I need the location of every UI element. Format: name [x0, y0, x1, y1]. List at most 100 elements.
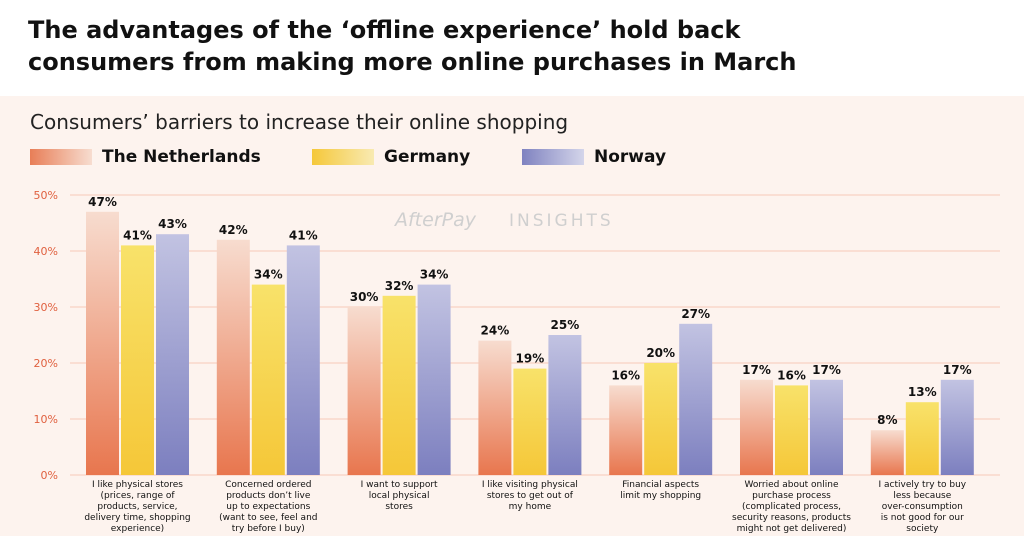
- bar-germany-3: [513, 368, 547, 475]
- bar-germany-6: [905, 402, 939, 475]
- category-label-line: Financial aspects: [622, 480, 699, 490]
- category-label-4: Financial aspects limit my shopping: [620, 480, 701, 501]
- bar-germany-1: [251, 284, 285, 475]
- category-label-line: stores: [385, 502, 413, 512]
- data-label-norway-5: 17%: [812, 363, 841, 377]
- bar-norway-5: [810, 379, 843, 475]
- category-label-line: less because: [893, 491, 951, 501]
- data-label-netherlands-2: 30%: [350, 290, 379, 304]
- legend-label-netherlands: The Netherlands: [102, 147, 261, 167]
- bar-netherlands-4: [609, 385, 643, 475]
- category-label-line: over-consumption: [882, 502, 963, 512]
- data-label-netherlands-0: 47%: [88, 195, 117, 209]
- data-label-germany-0: 41%: [123, 228, 152, 242]
- data-label-norway-3: 25%: [551, 318, 580, 332]
- category-label-line: products don’t live: [226, 491, 311, 501]
- bar-netherlands-5: [740, 379, 773, 475]
- category-label-line: Worried about online: [744, 480, 838, 490]
- chart-title: Consumers’ barriers to increase their on…: [30, 110, 569, 134]
- bar-germany-2: [382, 295, 416, 475]
- watermark-insights: INSIGHTS: [509, 211, 614, 231]
- data-label-germany-6: 13%: [908, 385, 937, 399]
- category-label-line: I like physical stores: [92, 480, 183, 490]
- legend-label-norway: Norway: [594, 147, 667, 167]
- category-label-line: security reasons, products: [732, 513, 851, 523]
- data-label-netherlands-4: 16%: [611, 368, 640, 382]
- bar-norway-1: [286, 245, 320, 475]
- bar-netherlands-0: [86, 211, 119, 476]
- legend-swatch-norway: [522, 149, 584, 165]
- category-label-0: I like physical stores (prices, range of p…: [84, 480, 190, 534]
- title-band: The advantages of the ‘offline experienc…: [0, 0, 1024, 96]
- category-label-line: (want to see, feel and: [219, 513, 317, 523]
- category-label-3: I like visiting physical stores to get ou…: [482, 480, 578, 512]
- data-label-norway-2: 34%: [420, 268, 449, 282]
- category-label-line: stores to get out of: [487, 491, 574, 501]
- labels-layer: 0% 10% 20% 30% 40% 50% 47% 42% 30% 24% 16% 17% 8% 41%…: [34, 189, 972, 534]
- category-label-line: experience): [111, 524, 164, 534]
- watermark-logo: AfterPay: [393, 209, 477, 231]
- category-label-2: I want to support local physical stores: [361, 480, 438, 512]
- bars-layer: [86, 211, 974, 476]
- y-tick-label: 0%: [41, 469, 58, 482]
- bar-norway-0: [156, 234, 189, 475]
- page-title: The advantages of the ‘offline experienc…: [28, 14, 797, 78]
- data-label-norway-4: 27%: [681, 307, 710, 321]
- bar-netherlands-3: [478, 340, 512, 475]
- bar-netherlands-2: [347, 307, 381, 475]
- category-label-line: my home: [509, 502, 552, 512]
- data-label-norway-0: 43%: [158, 217, 187, 231]
- data-label-norway-1: 41%: [289, 228, 318, 242]
- afterpay-insights-watermark: AfterPay INSIGHTS: [393, 209, 614, 231]
- data-label-germany-5: 16%: [777, 368, 806, 382]
- category-label-5: Worried about online purchase process (com…: [732, 480, 851, 534]
- legend-item-germany: Germany: [312, 147, 470, 167]
- data-label-netherlands-5: 17%: [742, 363, 771, 377]
- y-tick-label: 30%: [34, 301, 58, 314]
- category-label-line: Concerned ordered: [225, 480, 311, 490]
- bar-germany-0: [121, 245, 154, 475]
- category-label-line: local physical: [369, 491, 430, 501]
- bar-norway-3: [548, 335, 582, 475]
- page-title-line-2: consumers from making more online purcha…: [28, 48, 797, 76]
- legend-swatch-germany: [312, 149, 374, 165]
- bar-norway-6: [940, 379, 974, 475]
- data-label-germany-3: 19%: [516, 352, 545, 366]
- category-label-line: might not get delivered): [737, 524, 847, 534]
- data-label-netherlands-1: 42%: [219, 223, 248, 237]
- page-title-line-1: The advantages of the ‘offline experienc…: [28, 16, 741, 44]
- category-label-line: delivery time, shopping: [84, 513, 190, 523]
- bar-netherlands-6: [870, 430, 904, 475]
- category-label-line: society: [906, 524, 939, 534]
- category-label-line: I actively try to buy: [878, 480, 966, 490]
- chart-legend: The Netherlands Germany Norway: [0, 147, 1024, 169]
- bar-norway-4: [679, 323, 713, 475]
- legend-swatch-netherlands: [30, 149, 92, 165]
- bar-norway-2: [417, 284, 451, 475]
- category-label-line: limit my shopping: [620, 491, 701, 501]
- category-label-line: purchase process: [752, 491, 831, 501]
- bar-germany-4: [644, 363, 678, 475]
- y-tick-label: 40%: [34, 245, 58, 258]
- data-label-netherlands-6: 8%: [877, 413, 897, 427]
- data-label-germany-4: 20%: [646, 346, 675, 360]
- category-label-line: (complicated process,: [742, 502, 841, 512]
- y-tick-label: 10%: [34, 413, 58, 426]
- data-label-germany-2: 32%: [385, 279, 414, 293]
- category-label-line: up to expectations: [226, 502, 310, 512]
- y-tick-label: 20%: [34, 357, 58, 370]
- data-label-germany-1: 34%: [254, 268, 283, 282]
- y-tick-label: 50%: [34, 189, 58, 202]
- legend-item-netherlands: The Netherlands: [30, 147, 261, 167]
- legend-label-germany: Germany: [384, 147, 471, 167]
- category-label-line: try before I buy): [232, 524, 305, 534]
- data-label-netherlands-3: 24%: [481, 324, 510, 338]
- category-label-6: I actively try to buy less because over-co…: [878, 480, 966, 534]
- category-label-line: I like visiting physical: [482, 480, 578, 490]
- category-label-line: (prices, range of: [100, 491, 175, 501]
- bar-netherlands-1: [216, 239, 250, 475]
- bar-germany-5: [775, 385, 808, 475]
- category-label-line: I want to support: [361, 480, 438, 490]
- category-label-1: Concerned ordered products don’t live up t…: [219, 480, 317, 534]
